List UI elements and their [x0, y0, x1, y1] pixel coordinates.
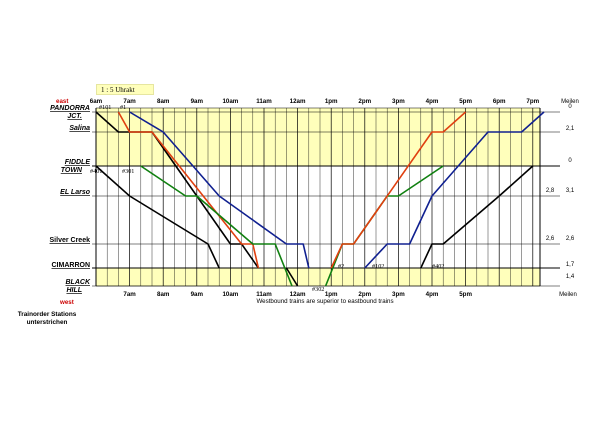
train-number-label: #301 — [122, 168, 134, 175]
time-label-top: 8am — [157, 98, 170, 105]
time-label-bottom: 1pm — [325, 291, 338, 298]
station-name: Salina — [69, 125, 90, 132]
time-label-bottom: 12am — [290, 291, 306, 298]
miles-value: 3,1 — [566, 188, 575, 194]
train-line — [285, 267, 299, 287]
train-number-label: #2 — [338, 263, 344, 270]
train-line — [95, 111, 260, 269]
train-line — [420, 165, 534, 269]
train-lines — [95, 111, 545, 287]
train-number-label: #402 — [432, 263, 444, 270]
train-number-label: #401 — [90, 168, 102, 175]
miles-value: 1,4 — [566, 274, 575, 280]
legend-line-2: unterstrichen — [26, 319, 68, 326]
station-name: PANDORRA — [50, 105, 90, 112]
station-name-line2: HILL — [66, 287, 82, 294]
time-label-bottom: 11am — [256, 291, 272, 298]
miles-value: 2,1 — [566, 126, 575, 132]
time-label-bottom: 10am — [222, 291, 238, 298]
time-label-top: 7pm — [526, 98, 539, 105]
time-label-top: 7am — [123, 98, 136, 105]
time-label-bottom: 9am — [191, 291, 204, 298]
station-name: Silver Creek — [50, 237, 91, 244]
miles-value: 1,7 — [566, 262, 575, 268]
diagram-labels: 6am 7am 8am 9am 10am 11am 12am 1pm 2pm 3pm 4pm 5pm 6… — [50, 98, 579, 306]
station-name-line2: JCT. — [67, 113, 82, 120]
miles-value: 0 — [568, 104, 572, 110]
time-label-top: 10am — [222, 98, 238, 105]
station-name: CIMARRON — [52, 262, 91, 269]
train-line — [129, 111, 310, 269]
train-number-label: #102 — [372, 263, 384, 270]
miles-value-secondary: 2,6 — [546, 236, 555, 242]
miles-footer: Meilen — [559, 292, 577, 298]
station-bands — [96, 108, 540, 286]
scale-label: 1 : 5 Uhrakt — [96, 84, 154, 95]
time-label-top: 5pm — [459, 98, 472, 105]
time-label-bottom: 3pm — [392, 291, 405, 298]
legend-note: Trainorder Stations unterstrichen — [2, 311, 92, 327]
time-label-bottom: 2pm — [358, 291, 371, 298]
train-line — [117, 111, 260, 269]
miles-value: 2,6 — [566, 236, 575, 242]
time-label-bottom: 8am — [157, 291, 170, 298]
time-grid — [92, 107, 560, 287]
time-label-top: 12am — [290, 98, 306, 105]
direction-east: east — [56, 98, 68, 105]
train-line — [140, 165, 293, 287]
station-name: FIDDLE — [65, 159, 91, 166]
superiority-note: Westbound trains are superior to eastbou… — [256, 298, 394, 305]
time-label-top: 11am — [256, 98, 272, 105]
time-label-top: 1pm — [325, 98, 338, 105]
station-name: BLACK — [66, 279, 91, 286]
station-name: EL Larso — [60, 189, 91, 196]
direction-west: west — [59, 299, 74, 306]
band-south — [96, 268, 540, 286]
train-line — [364, 111, 545, 269]
band-north — [96, 108, 540, 166]
time-label-top: 3pm — [392, 98, 405, 105]
time-label-bottom: 5pm — [459, 291, 472, 298]
miles-header: Meilen — [561, 99, 579, 105]
train-number-label: #1 — [120, 104, 126, 111]
train-number-label: #101 — [99, 104, 111, 111]
legend-line-1: Trainorder Stations — [17, 311, 77, 318]
time-label-top: 4pm — [426, 98, 439, 105]
miles-value: 0 — [568, 158, 572, 164]
miles-value-secondary: 2,8 — [546, 188, 555, 194]
time-label-bottom: 4pm — [426, 291, 439, 298]
station-name-line2: TOWN — [61, 167, 83, 174]
train-line — [95, 165, 220, 269]
time-label-bottom: 7am — [123, 291, 136, 298]
time-label-top: 9am — [191, 98, 204, 105]
time-label-top: 2pm — [358, 98, 371, 105]
train-line — [330, 111, 467, 269]
train-number-label: #302 — [312, 286, 324, 293]
time-label-top: 6am — [90, 98, 103, 105]
time-label-top: 6pm — [493, 98, 506, 105]
